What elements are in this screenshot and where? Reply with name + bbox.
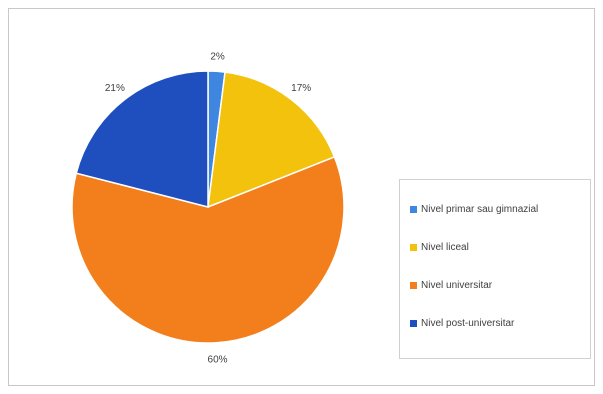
legend-swatch-primar <box>410 205 417 213</box>
legend-item-post-universitar: Nivel post-universitar <box>410 316 514 330</box>
legend-label-liceal: Nivel liceal <box>421 241 469 253</box>
legend-swatch-universitar <box>410 281 417 289</box>
legend-swatch-post-universitar <box>410 319 417 327</box>
legend-label-post-universitar: Nivel post-universitar <box>421 317 515 329</box>
pie-labels: 2% 17% 60% 21% <box>105 51 311 365</box>
legend: Nivel primar sau gimnazial Nivel liceal … <box>399 179 591 359</box>
chart-frame: 2% 17% 60% 21% Nivel primar sau gimnazial N… <box>8 8 595 386</box>
legend-item-universitar: Nivel universitar <box>410 278 492 292</box>
pie-slice-post-universitar <box>75 70 209 208</box>
legend-item-primar: Nivel primar sau gimnazial <box>410 202 538 216</box>
pie-chart: 2% 17% 60% 21% <box>71 51 345 366</box>
legend-item-liceal: Nivel liceal <box>410 240 469 254</box>
legend-label-primar: Nivel primar sau gimnazial <box>421 203 539 215</box>
pie-label-universitar: 60% <box>208 355 228 366</box>
pie-slice-universitar <box>71 155 345 344</box>
legend-swatch-liceal <box>410 243 417 251</box>
pie-slice-liceal <box>207 71 336 209</box>
pie-label-liceal: 17% <box>291 83 311 94</box>
pie-slices <box>71 70 345 344</box>
pie-label-primar: 2% <box>210 51 225 62</box>
legend-label-universitar: Nivel universitar <box>421 279 493 291</box>
pie-label-post-universitar: 21% <box>105 83 125 94</box>
